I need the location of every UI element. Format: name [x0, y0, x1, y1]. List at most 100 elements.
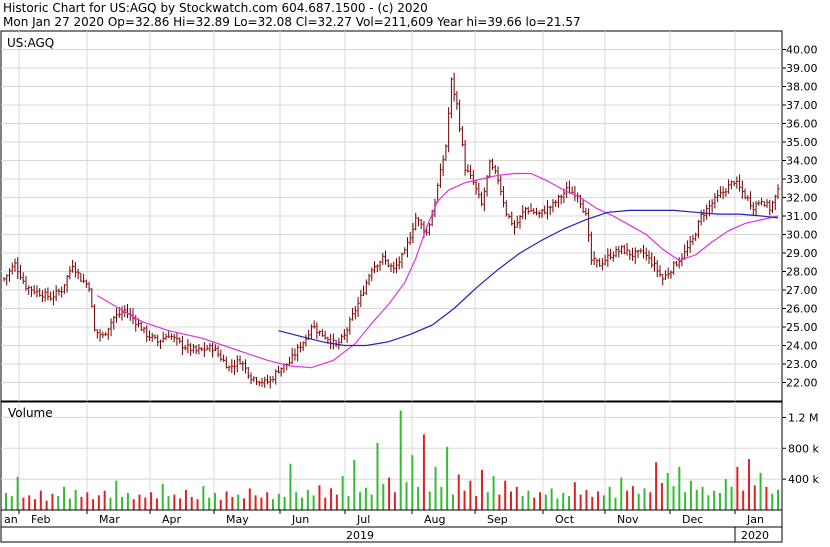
volume-bar [132, 499, 135, 510]
volume-bar [80, 496, 83, 510]
volume-bar [359, 492, 362, 510]
month-label: Oct [555, 513, 575, 526]
volume-bar [730, 486, 733, 510]
price-tick-label: 40.00 [786, 44, 818, 57]
month-label: Jan [746, 513, 764, 526]
volume-bar [225, 491, 228, 510]
volume-bar [602, 495, 605, 510]
volume-bar [121, 496, 124, 510]
volume-bar [446, 446, 449, 510]
volume-bar [266, 492, 269, 510]
month-label: Feb [31, 513, 50, 526]
month-label: Jun [291, 513, 309, 526]
volume-bar [451, 494, 454, 510]
volume-bar [237, 494, 240, 510]
year-label: 2019 [346, 529, 374, 542]
volume-bar [382, 483, 385, 510]
volume-bar [115, 480, 118, 510]
price-tick-label: 24.00 [786, 340, 818, 353]
volume-bar [173, 494, 176, 510]
volume-bar [544, 494, 547, 510]
volume-bar [63, 486, 66, 510]
volume-tick-label: 1.2 M [788, 411, 818, 424]
volume-tick-label: 400 k [788, 473, 819, 486]
header-line-2: Mon Jan 27 2020 Op=32.86 Hi=32.89 Lo=32.… [3, 15, 581, 29]
volume-bar [312, 495, 315, 510]
volume-bar [742, 490, 745, 510]
volume-bar [573, 482, 576, 510]
volume-bar [655, 462, 658, 510]
volume-bar [428, 491, 431, 510]
volume-bar [92, 499, 95, 510]
volume-bar [109, 497, 112, 510]
month-label: an [4, 513, 18, 526]
header-line-1: Historic Chart for US:AGQ by Stockwatch.… [3, 1, 428, 15]
volume-bar [480, 469, 483, 510]
volume-bar [469, 480, 472, 510]
volume-bar [22, 497, 25, 510]
price-tick-label: 36.00 [786, 118, 818, 131]
volume-bar [405, 482, 408, 510]
price-tick-label: 31.00 [786, 210, 818, 223]
volume-bar [562, 493, 565, 510]
volume-bar [399, 410, 402, 510]
volume-bar [353, 459, 356, 510]
volume-bar [39, 490, 42, 510]
price-tick-label: 35.00 [786, 136, 818, 149]
volume-bar [51, 493, 54, 510]
volume-bar [376, 442, 379, 510]
volume-bar [765, 486, 768, 510]
volume-bar [411, 455, 414, 510]
month-labels: an Feb Mar Apr May Jun Jul Aug Sep Oct Nov Dec Jan [4, 510, 764, 526]
volume-bar [492, 476, 495, 510]
moving-average-short-line [96, 172, 779, 369]
volume-bar [202, 486, 205, 510]
time-axis: an Feb Mar Apr May Jun Jul Aug Sep Oct Nov Dec Jan 2… [0, 509, 783, 543]
volume-bar [5, 493, 7, 510]
year-label: 2020 [741, 529, 769, 542]
volume-bars [5, 410, 779, 510]
price-tick-label: 22.00 [786, 377, 818, 390]
volume-bar [28, 495, 31, 510]
volume-bar [614, 497, 617, 510]
month-label: Aug [424, 513, 445, 526]
volume-bar [318, 485, 321, 510]
volume-bar [388, 477, 391, 510]
volume-bar [440, 486, 443, 510]
symbol-label: US:AGQ [7, 36, 54, 50]
moving-average-lines [96, 172, 779, 369]
volume-bar [608, 486, 611, 510]
volume-bar [417, 486, 420, 510]
volume-bar [777, 489, 779, 510]
volume-bar [295, 492, 298, 510]
price-tick-label: 27.00 [786, 284, 818, 297]
volume-bar [34, 499, 37, 510]
volume-panel-frame [0, 401, 783, 511]
volume-bar [747, 459, 750, 510]
volume-bar [486, 492, 489, 510]
volume-bar [68, 498, 71, 510]
volume-bar [16, 476, 19, 510]
volume-bar [568, 496, 571, 510]
volume-panel: 400 k 800 k 1.2 M Volume [0, 401, 819, 511]
volume-bar [631, 486, 634, 510]
volume-bar [74, 489, 77, 510]
month-label: Jul [356, 513, 370, 526]
volume-bar [718, 493, 721, 510]
volume-bar [585, 489, 588, 510]
month-label: Nov [617, 513, 639, 526]
volume-bar [521, 496, 524, 510]
volume-bar [463, 490, 466, 510]
volume-bar [97, 495, 100, 510]
volume-bar [515, 486, 518, 510]
volume-bar [219, 499, 222, 510]
price-tick-label: 38.00 [786, 81, 818, 94]
volume-bar [393, 492, 396, 510]
price-tick-label: 39.00 [786, 62, 818, 75]
volume-bar [620, 477, 623, 510]
volume-bar [45, 500, 48, 510]
volume-bar [306, 489, 309, 510]
volume-bar [504, 480, 507, 510]
